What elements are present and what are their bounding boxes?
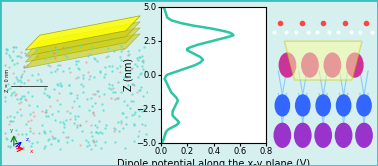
Circle shape <box>294 123 311 147</box>
Circle shape <box>357 95 371 116</box>
Circle shape <box>279 53 296 77</box>
Text: x: x <box>29 149 33 154</box>
Circle shape <box>316 95 330 116</box>
Polygon shape <box>284 41 362 80</box>
Polygon shape <box>25 34 140 68</box>
Y-axis label: Z (nm): Z (nm) <box>124 58 133 91</box>
Circle shape <box>296 95 310 116</box>
Circle shape <box>335 123 352 147</box>
Polygon shape <box>25 22 140 56</box>
Circle shape <box>356 123 372 147</box>
Polygon shape <box>25 16 140 50</box>
Text: y: y <box>9 128 13 133</box>
Circle shape <box>275 95 290 116</box>
Circle shape <box>347 53 363 77</box>
Circle shape <box>274 123 291 147</box>
Text: Z = 0 nm: Z = 0 nm <box>5 68 10 92</box>
Circle shape <box>336 95 351 116</box>
X-axis label: Dipole potential along the x-y plane (V): Dipole potential along the x-y plane (V) <box>117 159 310 166</box>
Text: z: z <box>25 137 28 142</box>
Polygon shape <box>25 28 140 62</box>
Circle shape <box>315 123 332 147</box>
Circle shape <box>324 53 341 77</box>
Circle shape <box>302 53 318 77</box>
